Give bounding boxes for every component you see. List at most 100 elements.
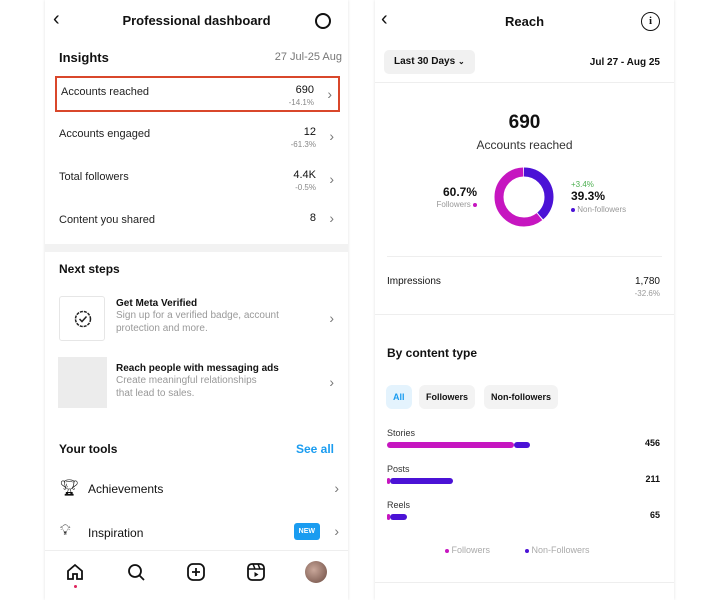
- next-step-title: Reach people with messaging ads: [116, 363, 279, 374]
- next-steps-title: Next steps: [59, 262, 120, 276]
- new-badge: NEW: [293, 523, 320, 540]
- tab-followers[interactable]: Followers: [419, 385, 476, 409]
- non-followers-change: +3.4%: [571, 180, 594, 189]
- chevron-right-icon: ›: [329, 128, 334, 144]
- reach-total: 690: [508, 112, 541, 133]
- next-step-messaging-ads[interactable]: Reach people with messaging ads Create m…: [116, 363, 316, 400]
- professional-dashboard-screen: ‹ Professional dashboard Insights 27 Jul…: [45, 0, 348, 600]
- legend-label: Non-Followers: [531, 545, 590, 555]
- next-step-title: Get Meta Verified: [116, 298, 198, 309]
- bar-category-label: Stories: [387, 428, 416, 438]
- row-value: 690: [295, 84, 314, 96]
- non-followers-dot: [571, 207, 575, 212]
- bar-value-label: 456: [644, 438, 660, 448]
- followers-pct: 60.7%: [442, 185, 477, 199]
- tool-inspiration[interactable]: 💡︎ Inspiration NEW ›: [59, 521, 339, 545]
- row-change: -61.3%: [290, 140, 316, 149]
- tab-non-followers[interactable]: Non-followers: [484, 385, 558, 409]
- tool-achievements[interactable]: 🏆︎ Achievements ›: [59, 478, 339, 502]
- non-followers-label: Non-followers: [577, 205, 627, 214]
- bar-value-label: 65: [649, 510, 660, 520]
- divider: [375, 82, 674, 83]
- row-value: 8: [309, 212, 316, 224]
- row-label: Accounts reached: [61, 86, 150, 98]
- back-icon[interactable]: ‹: [381, 8, 388, 30]
- insight-row-content-shared[interactable]: Content you shared 8 ›: [55, 206, 340, 242]
- tool-label: Achievements: [88, 482, 164, 496]
- row-value: 12: [303, 126, 316, 138]
- insight-row-total-followers[interactable]: Total followers 4.4K -0.5% ›: [55, 163, 340, 199]
- divider: [387, 256, 662, 257]
- insights-title: Insights: [59, 50, 109, 65]
- gear-icon[interactable]: [313, 11, 333, 31]
- reach-label: Accounts reached: [476, 138, 573, 152]
- your-tools-title: Your tools: [59, 442, 118, 456]
- info-icon[interactable]: i: [641, 12, 660, 31]
- messaging-ads-thumb: [58, 357, 107, 408]
- impressions-value: 1,780: [634, 276, 660, 287]
- chevron-down-icon: ⌄: [457, 57, 465, 66]
- insight-row-accounts-reached[interactable]: Accounts reached 690 -14.1% ›: [55, 76, 340, 112]
- lightbulb-icon: 💡︎: [60, 522, 71, 539]
- next-step-meta-verified[interactable]: Get Meta Verified Sign up for a verified…: [116, 298, 306, 335]
- reels-icon[interactable]: [246, 562, 266, 582]
- chevron-right-icon[interactable]: ›: [329, 374, 334, 390]
- verified-badge-icon: [74, 310, 92, 328]
- row-label: Accounts engaged: [59, 128, 151, 140]
- page-title: Reach: [504, 14, 545, 29]
- reach-donut-chart: [494, 167, 554, 227]
- next-step-desc: Create meaningful relationships that lea…: [116, 375, 257, 399]
- impressions-change: -32.6%: [634, 289, 660, 298]
- bar-reels-non-followers: [389, 514, 408, 520]
- profile-avatar[interactable]: [305, 561, 327, 583]
- legend-followers: Followers: [445, 545, 490, 555]
- by-content-type-title: By content type: [387, 346, 478, 360]
- back-icon[interactable]: ‹: [53, 8, 60, 30]
- page-title: Professional dashboard: [122, 13, 271, 28]
- bar-stories-non-followers: [514, 442, 530, 448]
- impressions-label: Impressions: [387, 276, 441, 287]
- trophy-icon: 🏆︎: [59, 480, 80, 497]
- divider: [375, 582, 674, 583]
- chevron-right-icon: ›: [327, 86, 332, 102]
- chevron-right-icon[interactable]: ›: [329, 310, 334, 326]
- row-value: 4.4K: [293, 169, 316, 181]
- followers-legend: Followers: [437, 200, 477, 209]
- row-label: Content you shared: [59, 214, 156, 226]
- date-filter-dropdown[interactable]: Last 30 Days ⌄: [384, 50, 475, 74]
- create-icon[interactable]: [186, 562, 206, 582]
- row-label: Total followers: [59, 171, 129, 183]
- date-filter-label: Last 30 Days: [394, 56, 456, 67]
- bar-value-label: 211: [645, 474, 660, 484]
- insights-date-range: 27 Jul-25 Aug: [274, 51, 342, 63]
- bar-posts-non-followers: [389, 478, 454, 484]
- legend-dot: [445, 548, 449, 553]
- section-divider: [45, 244, 348, 252]
- tab-all[interactable]: All: [386, 385, 412, 409]
- home-active-dot: [74, 585, 77, 588]
- meta-verified-thumb: [59, 296, 105, 341]
- date-range: Jul 27 - Aug 25: [589, 57, 660, 68]
- chevron-right-icon: ›: [334, 523, 339, 539]
- bar-category-label: Posts: [387, 464, 410, 474]
- legend-label: Followers: [451, 545, 491, 555]
- insight-row-accounts-engaged[interactable]: Accounts engaged 12 -61.3% ›: [55, 120, 340, 156]
- legend-non-followers: Non-Followers: [525, 545, 590, 555]
- nav-divider: [45, 550, 348, 551]
- see-all-link[interactable]: See all: [295, 442, 334, 456]
- followers-label: Followers: [436, 200, 471, 209]
- bar-reels-followers: [387, 514, 390, 520]
- row-change: -14.1%: [288, 98, 314, 107]
- divider: [375, 314, 674, 315]
- row-change: -0.5%: [295, 183, 316, 192]
- bar-category-label: Reels: [387, 500, 411, 510]
- search-icon[interactable]: [126, 562, 146, 582]
- reach-screen: ‹ Reach i Last 30 Days ⌄ Jul 27 - Aug 25…: [375, 0, 674, 600]
- home-icon[interactable]: [65, 562, 85, 582]
- non-followers-legend: Non-followers: [571, 205, 626, 214]
- legend-dot: [525, 548, 529, 553]
- tool-label: Inspiration: [88, 526, 144, 540]
- bar-posts-followers: [387, 478, 390, 484]
- chevron-right-icon: ›: [334, 480, 339, 496]
- non-followers-pct: 39.3%: [571, 189, 606, 203]
